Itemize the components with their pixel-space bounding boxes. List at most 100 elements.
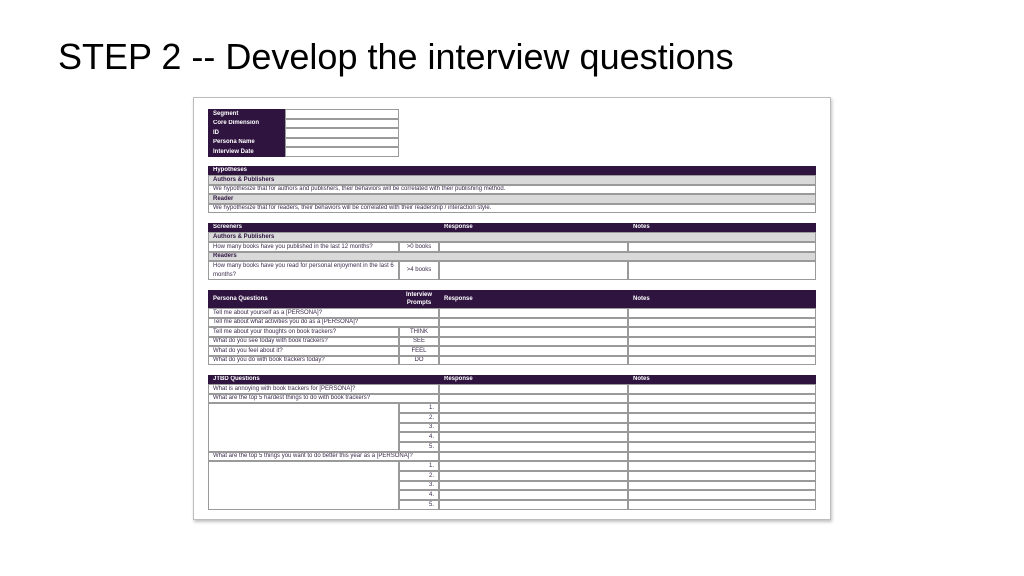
response-field[interactable] <box>439 432 628 443</box>
item-number: 3. <box>399 422 439 433</box>
item-number: 4. <box>399 490 439 501</box>
response-field[interactable] <box>439 470 628 481</box>
response-field[interactable] <box>439 422 628 433</box>
response-field[interactable] <box>439 480 628 491</box>
notes-field[interactable] <box>628 500 816 510</box>
item-number: 2. <box>399 412 439 423</box>
response-header: Response <box>439 223 628 232</box>
response-field[interactable] <box>439 394 628 403</box>
notes-field[interactable] <box>628 336 816 346</box>
interview-prompt: SEE <box>399 336 439 346</box>
persona-question: What do you do with book trackers today? <box>208 355 399 365</box>
response-field[interactable] <box>439 308 628 318</box>
hypothesis-text: We hypothesize that for readers, their b… <box>208 203 816 213</box>
screeners-header: Screeners <box>208 223 439 232</box>
info-label: Persona Name <box>208 137 285 147</box>
blank-cell <box>208 461 399 510</box>
hypotheses-header: Hypotheses <box>208 166 816 175</box>
item-number: 4. <box>399 432 439 443</box>
persona-question: Tell me about your thoughts on book trac… <box>208 327 399 337</box>
item-number: 5. <box>399 500 439 510</box>
notes-field[interactable] <box>628 242 816 252</box>
item-number: 2. <box>399 470 439 481</box>
response-header: Response <box>439 375 628 384</box>
notes-field[interactable] <box>628 412 816 423</box>
screener-question: How many books have you read for persona… <box>208 261 399 280</box>
info-label: Interview Date <box>208 147 285 157</box>
info-value-field[interactable] <box>285 137 399 147</box>
response-field[interactable] <box>439 346 628 356</box>
response-field[interactable] <box>439 242 628 252</box>
response-field[interactable] <box>439 412 628 423</box>
response-field[interactable] <box>439 327 628 337</box>
response-field[interactable] <box>439 452 628 461</box>
screener-group-label: Authors & Publishers <box>208 232 816 242</box>
notes-field[interactable] <box>628 442 816 452</box>
notes-field[interactable] <box>628 452 816 461</box>
jtbd-question: What are the top 5 things you want to do… <box>208 452 439 461</box>
prompts-header: Interview Prompts <box>399 290 439 308</box>
notes-field[interactable] <box>628 422 816 433</box>
response-field[interactable] <box>439 461 628 471</box>
notes-field[interactable] <box>628 346 816 356</box>
persona-question: What do you see today with book trackers… <box>208 336 399 346</box>
response-field[interactable] <box>439 384 628 394</box>
notes-field[interactable] <box>628 327 816 337</box>
item-number: 1. <box>399 403 439 413</box>
persona-question: What do you feel about it? <box>208 346 399 356</box>
info-label: Segment <box>208 109 285 119</box>
notes-field[interactable] <box>628 394 816 403</box>
screener-question: How many books have you published in the… <box>208 242 399 252</box>
response-header: Response <box>439 290 628 308</box>
response-field[interactable] <box>439 500 628 510</box>
notes-field[interactable] <box>628 355 816 365</box>
response-field[interactable] <box>439 355 628 365</box>
notes-field[interactable] <box>628 308 816 318</box>
notes-header: Notes <box>628 290 816 308</box>
info-value-field[interactable] <box>285 109 399 119</box>
notes-header: Notes <box>628 223 816 232</box>
info-value-field[interactable] <box>285 128 399 138</box>
notes-field[interactable] <box>628 384 816 394</box>
notes-header: Notes <box>628 375 816 384</box>
item-number: 3. <box>399 480 439 491</box>
screener-criteria: >4 books <box>399 261 439 280</box>
hypothesis-group-label: Reader <box>208 194 816 204</box>
notes-field[interactable] <box>628 317 816 327</box>
interview-prompt: THINK <box>399 327 439 337</box>
notes-field[interactable] <box>628 480 816 491</box>
screener-criteria: >0 books <box>399 242 439 252</box>
notes-field[interactable] <box>628 403 816 413</box>
response-field[interactable] <box>439 261 628 280</box>
blank-cell <box>208 403 399 452</box>
info-value-field[interactable] <box>285 118 399 128</box>
screener-group-label: Readers <box>208 252 816 261</box>
interview-template-sheet: Segment Core Dimension ID Persona Name Inter… <box>193 97 831 520</box>
item-number: 5. <box>399 442 439 452</box>
notes-field[interactable] <box>628 461 816 471</box>
hypothesis-text: We hypothesize that for authors and publ… <box>208 184 816 194</box>
jtbd-header: JTBD Questions <box>208 375 439 384</box>
notes-field[interactable] <box>628 490 816 501</box>
jtbd-question: What are the top 5 hardest things to do … <box>208 394 439 403</box>
info-value-field[interactable] <box>285 147 399 157</box>
notes-field[interactable] <box>628 432 816 443</box>
response-field[interactable] <box>439 490 628 501</box>
response-field[interactable] <box>439 442 628 452</box>
persona-header: Persona Questions <box>208 290 399 308</box>
jtbd-question: What is annoying with book trackers for … <box>208 384 439 394</box>
persona-question: Tell me about what activities you do as … <box>208 317 439 327</box>
persona-question: Tell me about yourself as a [PERSONA]? <box>208 308 439 318</box>
info-label: Core Dimension <box>208 118 285 128</box>
notes-field[interactable] <box>628 261 816 280</box>
interview-prompt: DO <box>399 355 439 365</box>
response-field[interactable] <box>439 403 628 413</box>
interview-prompt: FEEL <box>399 346 439 356</box>
info-label: ID <box>208 128 285 138</box>
response-field[interactable] <box>439 317 628 327</box>
hypothesis-group-label: Authors & Publishers <box>208 175 816 185</box>
item-number: 1. <box>399 461 439 471</box>
notes-field[interactable] <box>628 470 816 481</box>
slide-title: STEP 2 -- Develop the interview question… <box>58 36 734 77</box>
response-field[interactable] <box>439 336 628 346</box>
